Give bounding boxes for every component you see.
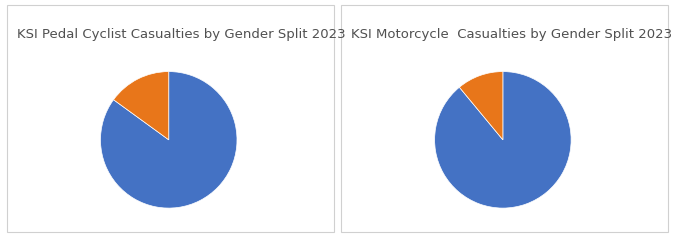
Legend: Male, Female: Male, Female xyxy=(109,234,229,237)
Wedge shape xyxy=(113,72,169,140)
Wedge shape xyxy=(101,72,237,208)
Text: KSI Pedal Cyclist Casualties by Gender Split 2023: KSI Pedal Cyclist Casualties by Gender S… xyxy=(17,28,346,41)
Legend: Male, Female: Male, Female xyxy=(443,234,563,237)
Text: KSI Motorcycle  Casualties by Gender Split 2023: KSI Motorcycle Casualties by Gender Spli… xyxy=(351,28,672,41)
Wedge shape xyxy=(435,72,571,208)
Wedge shape xyxy=(460,72,503,140)
